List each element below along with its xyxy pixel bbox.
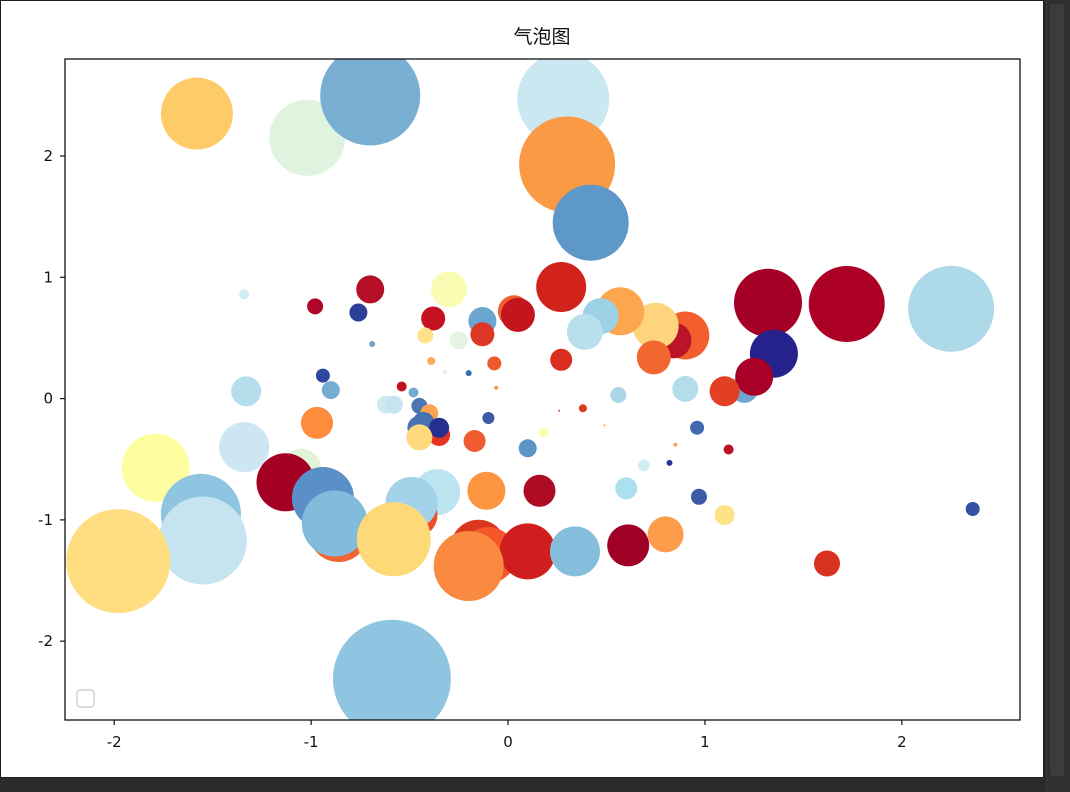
bubble-point (417, 327, 434, 344)
bubble-point (421, 306, 446, 331)
bubble-point (307, 298, 324, 315)
bubble-point (408, 387, 419, 398)
bubble-point (672, 375, 699, 402)
bubble-point (690, 420, 705, 435)
bubble-point (610, 387, 627, 403)
bubble-point (482, 412, 495, 424)
bubble-point (158, 496, 247, 585)
plot-frame (64, 58, 1021, 721)
y-tick-label: 1 (43, 268, 53, 286)
bubble-point (487, 356, 502, 371)
bubble-point (709, 376, 740, 407)
bubble-point (301, 490, 368, 557)
bubble-point (384, 395, 403, 414)
bubble-point (814, 550, 840, 577)
x-tick-label: 0 (503, 733, 513, 751)
bubble-point (550, 348, 573, 371)
bubble-point (356, 502, 431, 577)
y-axis: -2 -1 0 1 2 (38, 147, 65, 650)
legend-box (76, 689, 95, 708)
bubble-point (356, 275, 385, 304)
bubble-point (332, 619, 451, 720)
bubble-point (406, 424, 433, 451)
y-tick-label: 2 (43, 147, 53, 165)
x-axis: -2 -1 0 1 2 (107, 720, 907, 751)
bubble-point (427, 357, 436, 365)
bubble-point (735, 357, 774, 396)
bubble-point (607, 524, 650, 567)
bubble-point (723, 444, 734, 455)
bubble-point (499, 523, 556, 580)
bubble-point (66, 509, 171, 614)
bubble-point (500, 297, 535, 332)
x-tick-label: 1 (700, 733, 710, 751)
bubble-point (536, 262, 587, 312)
bubble-point (965, 502, 980, 516)
bubble-point (647, 516, 684, 553)
bubble-point (632, 302, 679, 349)
bubble-point (121, 433, 190, 502)
bubble-point (160, 77, 233, 150)
bubble-point (433, 531, 504, 601)
bottom-bar (0, 778, 1046, 792)
bubble-point (603, 424, 606, 427)
bubble-point (636, 340, 671, 375)
bubble-point (315, 368, 330, 383)
bubble-point (908, 265, 995, 352)
bubble-point (320, 59, 421, 146)
bubble-layer (66, 59, 995, 720)
bubble-point (467, 471, 506, 510)
bubble-point (808, 266, 885, 342)
scrollbar-thumb[interactable] (1050, 4, 1064, 776)
bubble-point (566, 313, 603, 350)
x-tick-label: -2 (107, 733, 122, 751)
bubble-point (231, 376, 262, 407)
bubble-point (666, 459, 673, 466)
bubble-point (431, 271, 467, 308)
bubble-point (673, 442, 678, 447)
y-tick-label: -1 (38, 511, 53, 529)
bubble-point (578, 404, 587, 413)
bubble-point (734, 268, 802, 337)
bubble-chart: 气泡图 -2 -1 0 1 2 -2 -1 0 1 2 (38, 26, 1021, 751)
y-tick-label: 0 (43, 390, 53, 408)
bubble-point (219, 422, 270, 473)
bubble-point (523, 474, 556, 507)
bubble-point (321, 381, 340, 400)
bubble-point (369, 341, 376, 347)
chart-title: 气泡图 (513, 26, 570, 48)
bubble-point (463, 430, 486, 452)
bubble-point (538, 427, 549, 438)
bubble-point (558, 409, 561, 412)
bubble-point (714, 505, 735, 525)
bubble-point (615, 477, 638, 500)
bubble-point (518, 439, 537, 458)
bubble-point (637, 459, 650, 472)
bubble-point (239, 289, 250, 300)
bubble-point (396, 381, 407, 392)
y-tick-label: -2 (38, 632, 53, 650)
bubble-point (465, 370, 472, 377)
bubble-point (449, 331, 468, 350)
bubble-point (550, 526, 600, 577)
bubble-point (429, 417, 450, 438)
bubble-point (443, 369, 447, 374)
bubble-point (494, 385, 499, 390)
bubble-point (470, 322, 495, 347)
x-tick-label: 2 (897, 733, 907, 751)
bubble-point (552, 184, 629, 261)
bubble-point (301, 406, 333, 439)
bubble-point (349, 303, 368, 322)
x-tick-label: -1 (304, 733, 319, 751)
bubble-point (691, 488, 707, 505)
